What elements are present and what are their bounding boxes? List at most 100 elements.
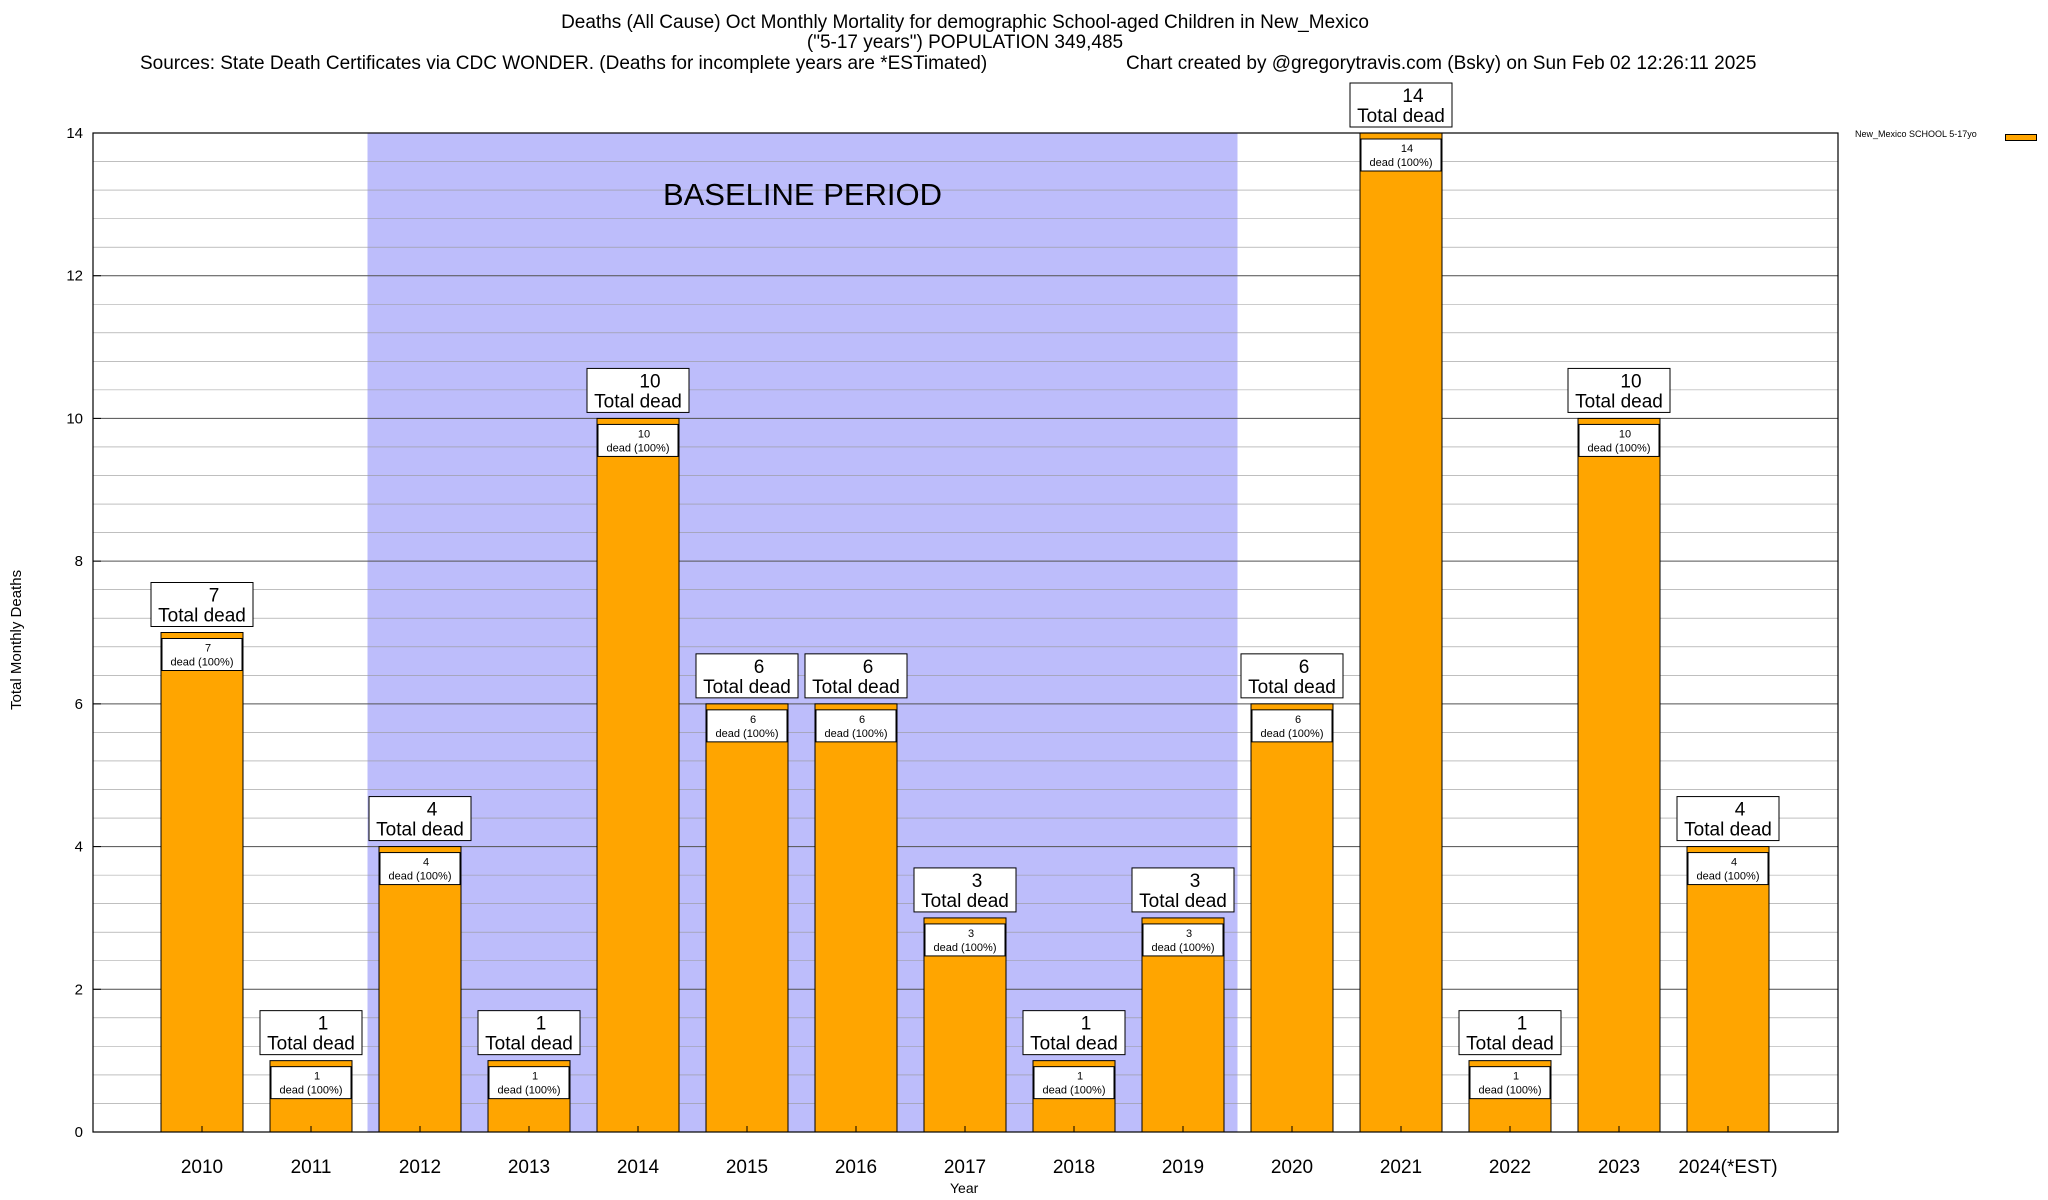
bar-total-label-box <box>695 653 799 699</box>
bar-inner-label-box <box>1251 709 1333 743</box>
x-axis-label: Year <box>950 1180 979 1196</box>
y-tick-label: 8 <box>75 553 83 570</box>
bar-total-text: Total dead <box>1357 106 1445 127</box>
bar-total-text: Total dead <box>485 1034 573 1055</box>
bar-total-value: 7 <box>209 586 220 607</box>
bar-total-label-box <box>1022 1010 1126 1056</box>
bar-total-value: 3 <box>1190 871 1201 892</box>
bar-total-label-box <box>259 1010 363 1056</box>
bar-total-value: 1 <box>1517 1014 1528 1035</box>
y-tick-label: 4 <box>75 839 83 856</box>
bar-inner-text: dead (100%) <box>1697 871 1760 883</box>
bar-total-text: Total dead <box>376 820 464 841</box>
x-tick-label: 2014 <box>617 1157 660 1178</box>
bar-inner-value: 10 <box>1619 428 1631 440</box>
bar <box>1577 417 1661 1133</box>
bar-inner-text: dead (100%) <box>1588 442 1651 454</box>
bar-inner-value: 6 <box>859 714 865 726</box>
x-tick-label: 2023 <box>1598 1157 1640 1178</box>
bar-total-value: 10 <box>1620 371 1641 392</box>
chart-title-line2: ("5-17 years") POPULATION 349,485 <box>806 32 1124 53</box>
y-tick-label: 2 <box>75 981 83 998</box>
bar-total-label-box <box>150 582 254 627</box>
bar-inner-label-box <box>1469 1066 1551 1100</box>
bar-total-value: 1 <box>318 1014 329 1035</box>
bar-total-label-box <box>1240 653 1344 699</box>
bar-inner-label-box <box>161 638 243 671</box>
y-tick-label: 6 <box>75 696 83 713</box>
bar-total-value: 6 <box>754 657 765 678</box>
bar-inner-value: 14 <box>1401 143 1413 155</box>
y-tick-label: 12 <box>66 268 83 285</box>
bar-inner-text: dead (100%) <box>825 728 888 740</box>
bar-inner-value: 10 <box>638 428 650 440</box>
x-tick-label: 2018 <box>1053 1157 1095 1178</box>
legend-label: New_Mexico SCHOOL 5-17yo <box>1855 129 1977 139</box>
bar-inner-value: 7 <box>205 643 211 655</box>
bar-total-text: Total dead <box>158 606 246 627</box>
y-tick-label: 14 <box>66 125 83 142</box>
bar-total-text: Total dead <box>1466 1034 1554 1055</box>
bar-total-text: Total dead <box>812 677 900 698</box>
bar-total-label-box <box>1458 1010 1562 1056</box>
bar-inner-value: 6 <box>1295 714 1301 726</box>
bar-inner-label-box <box>270 1066 352 1100</box>
x-tick-label: 2022 <box>1489 1157 1531 1178</box>
x-tick-label: 2021 <box>1380 1157 1422 1178</box>
bar <box>378 846 462 1133</box>
bar-total-label-box <box>1567 367 1671 413</box>
bar <box>814 703 898 1133</box>
bar-inner-value: 1 <box>532 1071 538 1083</box>
bar-total-label-box <box>586 367 690 413</box>
bar-inner-text: dead (100%) <box>171 657 234 669</box>
x-tick-label: 2020 <box>1271 1157 1313 1178</box>
bar-inner-value: 4 <box>1731 857 1737 869</box>
x-tick-label: 2024(*EST) <box>1678 1157 1777 1178</box>
chart-sources: Sources: State Death Certificates via CD… <box>140 53 988 74</box>
bar-inner-label-box <box>597 423 679 457</box>
bar <box>1686 846 1770 1133</box>
bar-inner-value: 3 <box>968 928 974 940</box>
bar-inner-label-box <box>1578 423 1660 457</box>
bar-inner-text: dead (100%) <box>1043 1085 1106 1097</box>
legend-swatch <box>2005 134 2037 141</box>
bar-inner-value: 1 <box>1513 1071 1519 1083</box>
bar-total-value: 4 <box>1735 800 1746 821</box>
bar-total-value: 6 <box>1299 657 1310 678</box>
bar-total-label-box <box>1676 796 1780 842</box>
bar-total-text: Total dead <box>267 1034 355 1055</box>
bar-inner-text: dead (100%) <box>1370 157 1433 169</box>
plot-frame <box>92 132 1839 1133</box>
chart-credit: Chart created by @gregorytravis.com (Bsk… <box>1126 53 1757 74</box>
bar-inner-text: dead (100%) <box>1479 1085 1542 1097</box>
bar-total-label-box <box>477 1010 581 1056</box>
x-tick-label: 2010 <box>181 1157 223 1178</box>
bar-inner-text: dead (100%) <box>1261 728 1324 740</box>
bar-total-value: 14 <box>1402 86 1424 107</box>
bar-total-text: Total dead <box>703 677 791 698</box>
bar-inner-value: 6 <box>750 714 756 726</box>
bar <box>596 417 680 1133</box>
bar-total-text: Total dead <box>921 891 1009 912</box>
baseline-period-label: BASELINE PERIOD <box>663 177 942 212</box>
bar <box>1359 132 1443 1133</box>
bar-total-value: 3 <box>972 871 983 892</box>
x-tick-label: 2017 <box>944 1157 986 1178</box>
y-tick-label: 10 <box>66 410 83 427</box>
bar-inner-value: 1 <box>1077 1071 1083 1083</box>
bar-total-value: 4 <box>427 800 438 821</box>
bar-inner-text: dead (100%) <box>498 1085 561 1097</box>
bar-inner-label-box <box>1033 1066 1115 1100</box>
bar-total-label-box <box>1131 867 1235 913</box>
x-tick-label: 2019 <box>1162 1157 1204 1178</box>
bar-inner-label-box <box>379 852 461 886</box>
y-tick-label: 0 <box>75 1124 83 1141</box>
bar-inner-text: dead (100%) <box>607 442 670 454</box>
bar-inner-text: dead (100%) <box>1152 942 1215 954</box>
bar-inner-text: dead (100%) <box>716 728 779 740</box>
bar-inner-value: 1 <box>314 1071 320 1083</box>
chart-title-line1: Deaths (All Cause) Oct Monthly Mortality… <box>561 12 1369 33</box>
bar-total-label-box <box>913 867 1017 913</box>
x-tick-label: 2012 <box>399 1157 441 1178</box>
